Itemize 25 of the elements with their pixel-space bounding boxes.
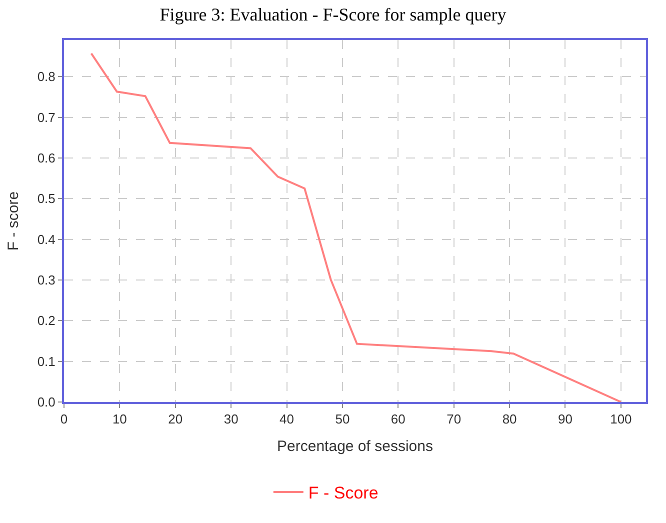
x-tick-label: 40 [280, 412, 294, 427]
y-tick-label: 0.5 [37, 191, 56, 206]
x-tick-label: 30 [224, 412, 238, 427]
x-tick-label: 60 [390, 412, 406, 427]
y-axis-title: F - score [5, 191, 22, 251]
y-tick-label: 0.7 [37, 110, 56, 125]
y-tick-label: 0.6 [37, 150, 56, 166]
y-tick-label: 0.2 [37, 313, 56, 328]
x-tick-label: 80 [502, 412, 517, 427]
chart-title: Figure 3: Evaluation - F-Score for sample query [160, 4, 506, 24]
y-tick-label: 0.3 [37, 272, 56, 288]
y-tick-label: 0.1 [37, 354, 56, 369]
x-axis-title: Percentage of sessions [277, 438, 433, 456]
x-tick-label: 70 [446, 412, 462, 427]
x-tick-label: 0 [60, 412, 68, 427]
line-series [90, 52, 622, 402]
legend-label: F - Score [308, 484, 378, 503]
y-tick-label: 0.4 [37, 232, 56, 247]
x-tick-label: 20 [168, 412, 183, 427]
x-tick-label: 10 [112, 412, 127, 427]
x-tick-label: 50 [335, 412, 350, 427]
y-tick-label: 0.0 [37, 394, 56, 410]
x-tick-label: 100 [610, 412, 632, 427]
y-tick-label: 0.8 [37, 69, 56, 84]
x-tick-label: 90 [558, 412, 572, 427]
